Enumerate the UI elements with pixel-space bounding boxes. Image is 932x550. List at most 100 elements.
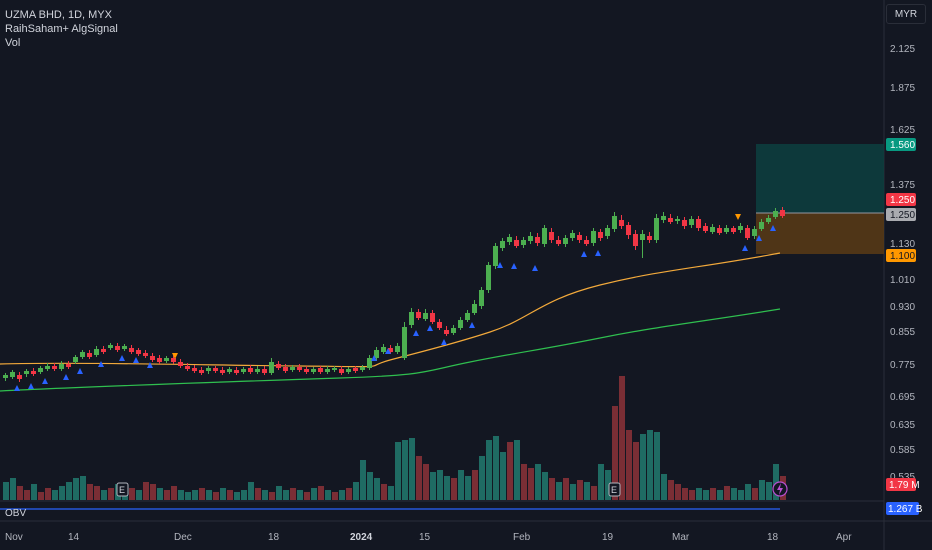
- volume-bar: [353, 482, 359, 500]
- volume-bar: [304, 492, 310, 500]
- svg-text:1.79 M: 1.79 M: [889, 480, 920, 491]
- currency-button[interactable]: MYR: [886, 4, 926, 24]
- time-axis[interactable]: Nov 14 Dec 18 2024 15 Feb 19 Mar 18 Apr: [5, 532, 852, 543]
- volume-bar: [521, 464, 527, 500]
- volume-bar: [108, 488, 114, 500]
- volume-bar: [318, 486, 324, 500]
- buy-signal-icon: [63, 374, 69, 380]
- volume-bar: [388, 486, 394, 500]
- volume-badge[interactable]: 1.79 M: [886, 478, 920, 491]
- time-tick: Nov: [5, 532, 23, 543]
- volume-bar: [346, 488, 352, 500]
- candle: [535, 237, 540, 243]
- time-tick: Apr: [836, 532, 852, 543]
- volume-bar: [164, 490, 170, 500]
- candle: [185, 366, 190, 369]
- buy-signal-icon: [98, 361, 104, 367]
- candle: [612, 216, 617, 229]
- earnings-marker[interactable]: E: [116, 482, 129, 497]
- candle: [248, 368, 253, 372]
- volume-bar: [24, 490, 30, 500]
- earnings-marker[interactable]: E: [608, 482, 621, 497]
- candle: [451, 328, 456, 333]
- price-axis[interactable]: 2.125 1.875 1.625 1.375 1.130 1.010 0.93…: [890, 44, 915, 483]
- candle: [164, 358, 169, 361]
- obv-badge[interactable]: 1.267 B: [886, 502, 923, 515]
- lightning-icon[interactable]: [772, 481, 788, 497]
- candle: [486, 265, 491, 290]
- candle: [703, 226, 708, 231]
- candle: [241, 369, 246, 372]
- candle: [640, 234, 645, 240]
- volume-label[interactable]: Vol: [5, 37, 21, 49]
- ma-fast-line: [0, 252, 781, 368]
- volume-bar: [220, 488, 226, 500]
- volume-bar: [584, 482, 590, 500]
- buy-signal-icon: [427, 325, 433, 331]
- volume-bar: [10, 478, 16, 500]
- price-tick: 0.585: [890, 445, 915, 456]
- price-badge-take-profit[interactable]: 1.560: [886, 138, 916, 151]
- volume-bar: [423, 464, 429, 500]
- candle: [339, 369, 344, 373]
- candle: [752, 229, 757, 236]
- volume-bar: [143, 482, 149, 500]
- time-tick: 19: [602, 532, 614, 543]
- price-badge-last[interactable]: 1.250: [886, 193, 916, 206]
- candle: [423, 313, 428, 319]
- stop-loss-zone[interactable]: [756, 213, 884, 254]
- volume-bar: [710, 488, 716, 500]
- volume-bar: [339, 490, 345, 500]
- volume-bar: [549, 478, 555, 500]
- candle: [619, 220, 624, 226]
- volume-bar: [689, 490, 695, 500]
- volume-bar: [577, 480, 583, 500]
- volume-bar: [570, 484, 576, 500]
- candle: [717, 228, 722, 233]
- candle: [45, 366, 50, 369]
- candle: [633, 234, 638, 246]
- candle: [66, 364, 71, 367]
- candle: [283, 367, 288, 371]
- volume-bar: [773, 464, 779, 500]
- candle: [696, 219, 701, 228]
- indicator-label[interactable]: RaihSaham+ AlgSignal: [5, 23, 118, 35]
- obv-pane-label[interactable]: OBV: [5, 508, 27, 519]
- buy-signal-icon: [511, 263, 517, 269]
- volume-bar: [269, 492, 275, 500]
- buy-signal-icon: [77, 368, 83, 374]
- candle: [654, 218, 659, 240]
- volume-bar: [479, 456, 485, 500]
- chart-legend[interactable]: UZMA BHD, 1D, MYX RaihSaham+ AlgSignal V…: [5, 8, 118, 50]
- volume-bar: [276, 486, 282, 500]
- symbol-title[interactable]: UZMA BHD, 1D, MYX: [5, 9, 112, 21]
- price-badge-entry[interactable]: 1.250: [886, 208, 916, 221]
- volume-bar: [514, 440, 520, 500]
- price-tick: 1.875: [890, 83, 915, 94]
- volume-bar: [213, 492, 219, 500]
- candle: [108, 345, 113, 348]
- volume-bar: [395, 442, 401, 500]
- candle: [150, 356, 155, 360]
- volume-bar: [647, 430, 653, 500]
- price-tick: 0.855: [890, 327, 915, 338]
- volume-bar: [409, 438, 415, 500]
- candle: [556, 240, 561, 244]
- candle: [311, 369, 316, 372]
- candle: [724, 228, 729, 232]
- svg-text:1.250: 1.250: [890, 195, 915, 206]
- candle: [402, 327, 407, 358]
- candle: [73, 357, 78, 362]
- buy-signal-icon: [770, 225, 776, 231]
- candle: [549, 232, 554, 240]
- volume-bar: [668, 480, 674, 500]
- take-profit-zone[interactable]: [756, 144, 884, 213]
- price-badge-stop-loss[interactable]: 1.100: [886, 249, 916, 262]
- volume-bar: [311, 488, 317, 500]
- volume-bar: [633, 442, 639, 500]
- buy-signal-icon: [581, 251, 587, 257]
- price-tick: 1.130: [890, 239, 915, 250]
- buy-signal-icon: [441, 339, 447, 345]
- volume-bar: [759, 480, 765, 500]
